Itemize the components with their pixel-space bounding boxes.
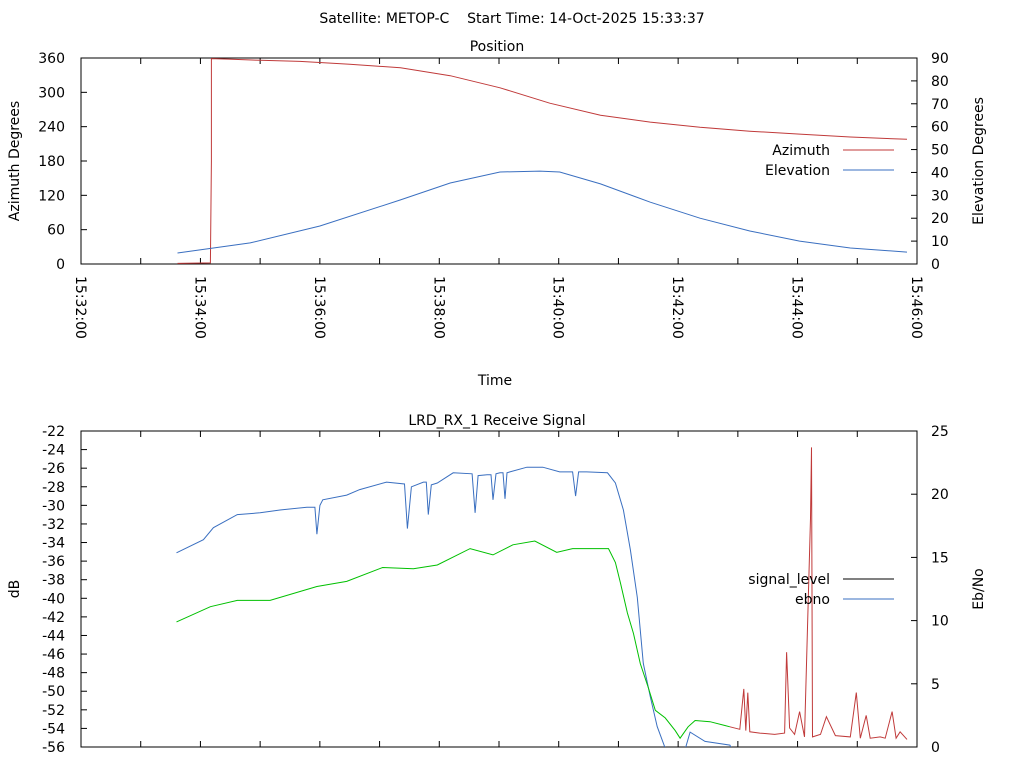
legend-label: Azimuth bbox=[772, 143, 830, 159]
y-tick-label: -30 bbox=[42, 498, 65, 514]
x-tick-label: 15:38:00 bbox=[430, 276, 446, 339]
position-y2-axis-label: Elevation Degrees bbox=[971, 97, 987, 225]
position-x-axis-label: Time bbox=[477, 373, 512, 389]
y2-tick-label: 25 bbox=[931, 424, 949, 440]
y-tick-label: -46 bbox=[42, 647, 65, 663]
y-tick-label: -52 bbox=[42, 703, 65, 719]
y2-tick-label: 80 bbox=[931, 74, 949, 90]
position-title: Position bbox=[470, 39, 525, 55]
series-line-ebno bbox=[729, 447, 908, 740]
y2-tick-label: 0 bbox=[931, 740, 940, 756]
y-tick-label: -24 bbox=[42, 443, 65, 459]
x-tick-label: 15:44:00 bbox=[789, 276, 805, 339]
signal-y2-axis-label: Eb/No bbox=[971, 568, 987, 610]
y-tick-label: 240 bbox=[38, 120, 65, 136]
position-plot: Position Time Azimuth Degrees Elevation … bbox=[7, 39, 987, 389]
y2-tick-label: 10 bbox=[931, 234, 949, 250]
y-tick-label: -44 bbox=[42, 628, 65, 644]
y2-tick-label: 20 bbox=[931, 211, 949, 227]
legend-label: ebno bbox=[795, 592, 830, 608]
y-tick-label: 360 bbox=[38, 51, 65, 67]
y2-tick-label: 40 bbox=[931, 165, 949, 181]
y2-tick-label: 90 bbox=[931, 51, 949, 67]
legend-label: Elevation bbox=[765, 163, 830, 179]
x-tick-label: 15:36:00 bbox=[311, 276, 327, 339]
y-tick-label: -54 bbox=[42, 721, 65, 737]
y-tick-label: -32 bbox=[42, 517, 65, 533]
y2-tick-label: 60 bbox=[931, 120, 949, 136]
x-tick-label: 15:32:00 bbox=[72, 276, 88, 339]
x-tick-label: 15:42:00 bbox=[669, 276, 685, 339]
y-tick-label: -26 bbox=[42, 461, 65, 477]
y2-tick-label: 70 bbox=[931, 97, 949, 113]
main-title: Satellite: METOP-C Start Time: 14-Oct-20… bbox=[319, 11, 704, 27]
y-tick-label: -38 bbox=[42, 573, 65, 589]
y-tick-label: 60 bbox=[47, 223, 65, 239]
y-tick-label: -42 bbox=[42, 610, 65, 626]
y2-tick-label: 0 bbox=[931, 257, 940, 273]
signal-title: LRD_RX_1 Receive Signal bbox=[408, 413, 585, 429]
y-tick-label: -56 bbox=[42, 740, 65, 756]
y2-tick-label: 15 bbox=[931, 550, 949, 566]
y-tick-label: -22 bbox=[42, 424, 65, 440]
signal-plot: LRD_RX_1 Receive Signal dB Eb/No -56 -54 -… bbox=[7, 413, 987, 756]
plot-frame bbox=[80, 430, 918, 748]
y-tick-label: 0 bbox=[56, 257, 65, 273]
y2-tick-label: 30 bbox=[931, 188, 949, 204]
y-tick-label: -50 bbox=[42, 684, 65, 700]
y-tick-label: -36 bbox=[42, 554, 65, 570]
plot-frame bbox=[80, 57, 918, 265]
y-tick-label: -28 bbox=[42, 480, 65, 496]
series-line-ebno bbox=[176, 540, 731, 740]
y2-tick-label: 50 bbox=[931, 143, 949, 159]
y-tick-label: 120 bbox=[38, 188, 65, 204]
y2-tick-label: 10 bbox=[931, 614, 949, 630]
y-tick-label: -40 bbox=[42, 591, 65, 607]
series-line-Azimuth bbox=[177, 58, 908, 264]
series-line-Elevation bbox=[177, 170, 908, 254]
signal-y-axis-label: dB bbox=[7, 580, 23, 599]
legend-label: signal_level bbox=[748, 572, 830, 588]
x-tick-label: 15:46:00 bbox=[908, 276, 924, 339]
series-line-signal-level bbox=[176, 466, 732, 747]
position-y-axis-label: Azimuth Degrees bbox=[7, 101, 23, 221]
y-tick-label: -48 bbox=[42, 666, 65, 682]
y2-tick-label: 5 bbox=[931, 677, 940, 693]
y-tick-label: 300 bbox=[38, 85, 65, 101]
y-tick-label: 180 bbox=[38, 154, 65, 170]
x-tick-label: 15:40:00 bbox=[550, 276, 566, 339]
x-tick-label: 15:34:00 bbox=[191, 276, 207, 339]
y2-tick-label: 20 bbox=[931, 487, 949, 503]
y-tick-label: -34 bbox=[42, 536, 65, 552]
